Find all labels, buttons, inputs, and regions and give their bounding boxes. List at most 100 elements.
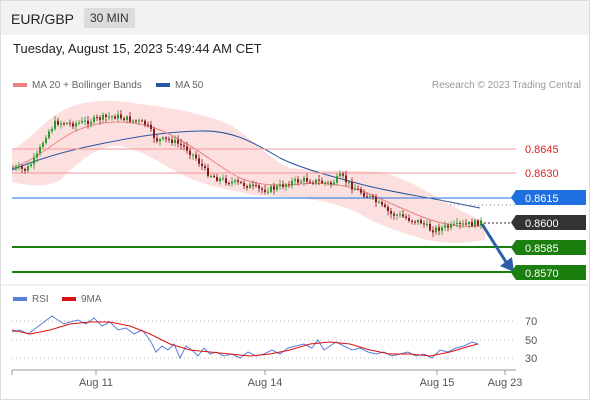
- candle-body: [174, 139, 176, 143]
- candle-body: [357, 188, 359, 190]
- level-badge-0.8615: [516, 190, 586, 205]
- candle-body: [213, 176, 215, 178]
- candle-body: [27, 166, 29, 171]
- candle-body: [426, 223, 428, 225]
- candle-body: [318, 179, 320, 181]
- legend-ma50-label: MA 50: [175, 80, 204, 91]
- candle-body: [282, 184, 284, 187]
- candle-body: [225, 178, 227, 184]
- rsi-line: [11, 315, 479, 360]
- candle-body: [447, 225, 449, 228]
- candle-body: [180, 143, 182, 146]
- candle-body: [468, 222, 470, 225]
- candle-body: [90, 122, 92, 125]
- candle-body: [276, 186, 278, 190]
- candle-body: [471, 222, 473, 227]
- rsi-ma-legend-label: 9MA: [81, 294, 102, 305]
- candle-body: [345, 175, 347, 183]
- candle-body: [207, 167, 209, 177]
- candle-body: [216, 176, 218, 182]
- candle-body: [474, 220, 476, 227]
- candle-body: [69, 123, 71, 125]
- candle-body: [33, 157, 35, 165]
- level-badge-label-0.8570: 0.8570: [525, 268, 559, 280]
- candle-body: [288, 184, 290, 186]
- candle-body: [150, 124, 152, 130]
- level-badge-0.8600: [516, 215, 586, 230]
- candle-body: [399, 214, 401, 216]
- candle-body: [63, 123, 65, 125]
- rsi-level-label-50: 50: [525, 335, 537, 347]
- candle-body: [30, 164, 32, 167]
- candle-body: [66, 123, 68, 125]
- candle-body: [408, 217, 410, 221]
- candle-body: [261, 188, 263, 190]
- candle-body: [123, 118, 125, 121]
- candle-body: [189, 150, 191, 155]
- level-badge-tip-0.8585: [511, 240, 516, 255]
- candle-body: [273, 186, 275, 190]
- candle-body: [279, 184, 281, 187]
- candle-body: [363, 192, 365, 197]
- x-label-aug15: Aug 15: [420, 377, 455, 389]
- candle-body: [45, 137, 47, 143]
- candle-body: [183, 145, 185, 147]
- candle-body: [243, 182, 245, 187]
- candle-body: [255, 185, 257, 187]
- rsi-ma-line: [11, 321, 479, 357]
- candle-body: [378, 201, 380, 203]
- candle-body: [339, 173, 341, 177]
- candles-group: [12, 109, 482, 238]
- rsi-ma-swatch: [62, 297, 76, 301]
- candle-body: [93, 117, 95, 123]
- candle-body: [24, 168, 26, 171]
- legend-ma20-label: MA 20 + Bollinger Bands: [32, 80, 142, 91]
- timeframe-button[interactable]: 30 MIN: [84, 8, 135, 28]
- candle-body: [129, 116, 131, 122]
- candle-body: [219, 178, 221, 182]
- candle-body: [147, 124, 149, 126]
- credit-text: Research © 2023 Trading Central: [431, 80, 581, 91]
- candle-body: [381, 201, 383, 205]
- candle-body: [393, 213, 395, 216]
- candle-body: [159, 139, 161, 142]
- candle-body: [15, 166, 17, 168]
- level-badge-0.8570: [516, 265, 586, 280]
- candle-body: [177, 139, 179, 144]
- candle-body: [153, 129, 155, 139]
- candle-body: [441, 227, 443, 231]
- rsi-swatch: [13, 297, 27, 301]
- candle-body: [54, 120, 56, 129]
- candle-body: [429, 223, 431, 231]
- candle-body: [138, 120, 140, 122]
- candle-body: [36, 153, 38, 158]
- x-label-aug14: Aug 14: [248, 377, 283, 389]
- candle-body: [390, 211, 392, 214]
- candle-body: [120, 114, 122, 119]
- candle-body: [75, 123, 77, 127]
- candle-body: [342, 173, 344, 176]
- x-label-aug11: Aug 11: [79, 377, 113, 389]
- ma20-line: [11, 121, 481, 227]
- candle-body: [228, 183, 230, 185]
- level-badge-tip-0.8570: [511, 265, 516, 280]
- candle-body: [171, 139, 173, 143]
- candle-body: [84, 120, 86, 122]
- candle-body: [312, 182, 314, 184]
- candle-body: [96, 117, 98, 119]
- chart-header: EUR/GBP 30 MIN: [1, 1, 589, 35]
- level-label-0.8645: 0.8645: [525, 144, 559, 156]
- candle-body: [42, 142, 44, 147]
- candle-body: [411, 220, 413, 222]
- candle-body: [117, 114, 119, 119]
- candle-body: [144, 120, 146, 125]
- ma20-swatch: [13, 83, 27, 88]
- candle-body: [237, 180, 239, 182]
- candle-body: [432, 230, 434, 233]
- candle-body: [114, 116, 116, 119]
- candle-body: [333, 182, 335, 185]
- candle-body: [156, 138, 158, 142]
- candle-body: [270, 186, 272, 192]
- candle-body: [72, 123, 74, 127]
- bollinger-band: [12, 100, 485, 243]
